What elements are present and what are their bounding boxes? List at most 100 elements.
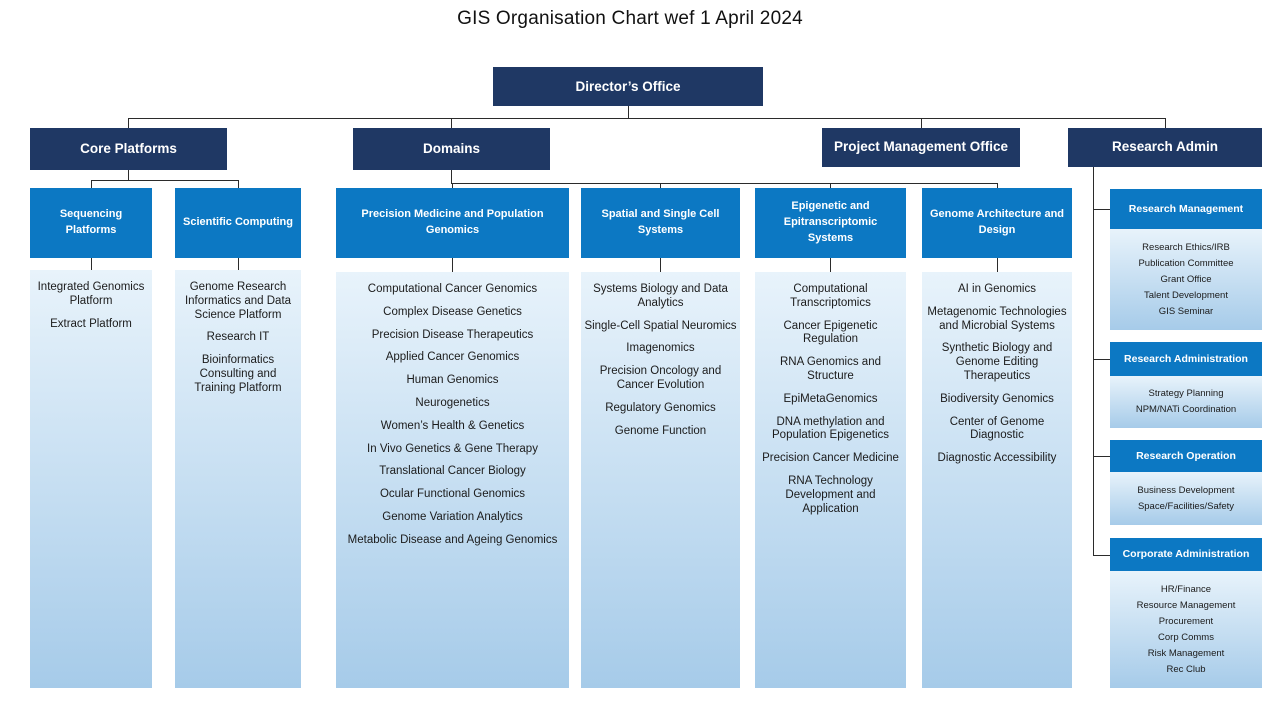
section-body-research-operation: Business Development Space/Facilities/Saf… — [1110, 472, 1262, 525]
column-body-sequencing-platforms: Integrated Genomics Platform Extract Plat… — [30, 270, 152, 688]
connector-line — [238, 180, 239, 188]
column-header-scientific-computing: Scientific Computing — [175, 188, 301, 258]
connector-line — [830, 183, 831, 188]
list-item: Center of Genome Diagnostic — [949, 415, 1045, 442]
connector-line — [238, 258, 239, 270]
list-item: Strategy Planning — [1148, 388, 1224, 399]
list-item: In Vivo Genetics & Gene Therapy — [367, 442, 538, 455]
list-item: DNA methylation and Population Epigeneti… — [772, 415, 889, 442]
connector-line — [451, 183, 997, 184]
list-item: Precision Oncology and Cancer Evolution — [599, 365, 722, 391]
connector-line — [660, 183, 661, 188]
node-project-management-office: Project Management Office — [822, 128, 1020, 167]
node-domains: Domains — [353, 128, 550, 170]
connector-line — [830, 258, 831, 272]
connector-line — [660, 258, 661, 272]
list-item: Rec Club — [1166, 663, 1206, 675]
list-item: Single-Cell Spatial Neuromics — [584, 319, 737, 332]
list-item: Corp Comms — [1158, 631, 1214, 643]
connector-line — [997, 258, 998, 272]
section-header-corporate-administration: Corporate Administration — [1110, 538, 1262, 571]
connector-line — [1093, 359, 1110, 360]
connector-line — [128, 118, 129, 128]
column-header-sequencing-platforms: Sequencing Platforms — [30, 188, 152, 258]
column-header-epigenetic-epitranscriptomic-systems: Epigenetic and Epitranscriptomic Systems — [755, 188, 906, 258]
list-item: Risk Management — [1147, 647, 1225, 659]
connector-line — [1093, 456, 1110, 457]
list-item: HR/Finance — [1160, 583, 1212, 595]
column-header-precision-medicine-population-genomics: Precision Medicine and Population Genomi… — [336, 188, 569, 258]
list-item: Precision Disease Therapeutics — [371, 328, 534, 341]
list-item: Regulatory Genomics — [605, 401, 716, 414]
list-item: Integrated Genomics Platform — [37, 281, 145, 307]
connector-line — [91, 180, 92, 188]
list-item: Precision Cancer Medicine — [762, 452, 899, 465]
list-item: Bioinformatics Consulting and Training P… — [194, 354, 282, 394]
list-item: Biodiversity Genomics — [940, 392, 1054, 405]
list-item: Space/Facilities/Safety — [1137, 500, 1235, 512]
list-item: Synthetic Biology and Genome Editing The… — [941, 342, 1053, 382]
section-body-research-management: Research Ethics/IRB Publication Committee… — [1110, 229, 1262, 330]
list-item: Ocular Functional Genomics — [379, 488, 526, 501]
section-body-research-administration: Strategy Planning NPM/NATi Coordination — [1110, 376, 1262, 428]
section-body-corporate-administration: HR/Finance Resource Management Procurement… — [1110, 571, 1262, 688]
list-item: Computational Transcriptomics — [790, 283, 871, 309]
node-core-platforms: Core Platforms — [30, 128, 227, 170]
list-item: Publication Committee — [1138, 257, 1234, 269]
list-item: Genome Function — [614, 424, 707, 437]
list-item: Talent Development — [1144, 289, 1228, 301]
connector-line — [997, 183, 998, 188]
list-item: Genome Variation Analytics — [382, 510, 523, 523]
section-header-research-administration: Research Administration — [1110, 342, 1262, 376]
list-item: Translational Cancer Biology — [379, 465, 526, 478]
connector-line — [452, 183, 453, 188]
connector-line — [451, 118, 452, 128]
list-item: Resource Management — [1136, 599, 1236, 611]
column-header-genome-architecture-design: Genome Architecture and Design — [922, 188, 1072, 258]
list-item: Imagenomics — [626, 342, 695, 355]
list-item: NPM/NATi Coordination — [1135, 404, 1237, 415]
connector-line — [921, 118, 922, 128]
connector-line — [128, 170, 129, 180]
list-item: Research Ethics/IRB — [1142, 241, 1230, 253]
connector-line — [1093, 167, 1094, 555]
list-item: Research IT — [206, 331, 270, 344]
list-item: GIS Seminar — [1158, 305, 1214, 317]
list-item: Diagnostic Accessibility — [937, 452, 1057, 465]
connector-line — [91, 180, 238, 181]
list-item: Neurogenetics — [415, 396, 490, 409]
column-body-scientific-computing: Genome Research Informatics and Data Sci… — [175, 270, 301, 688]
chart-title: GIS Organisation Chart wef 1 April 2024 — [457, 8, 803, 29]
connector-line — [1093, 209, 1110, 210]
list-item: RNA Genomics and Structure — [780, 356, 881, 382]
list-item: Complex Disease Genetics — [383, 305, 522, 318]
connector-line — [1093, 555, 1110, 556]
list-item: Extract Platform — [50, 317, 132, 330]
connector-line — [91, 258, 92, 270]
list-item: Computational Cancer Genomics — [367, 283, 538, 295]
node-research-admin: Research Admin — [1068, 128, 1262, 167]
list-item: Systems Biology and Data Analytics — [593, 283, 728, 309]
column-header-spatial-single-cell-systems: Spatial and Single Cell Systems — [581, 188, 740, 258]
column-body-spatial-single-cell-systems: Systems Biology and Data Analytics Single… — [581, 272, 740, 688]
list-item: Metabolic Disease and Ageing Genomics — [347, 533, 558, 546]
connector-line — [452, 258, 453, 272]
list-item: Grant Office — [1160, 273, 1212, 285]
list-item: Cancer Epigenetic Regulation — [783, 319, 878, 346]
list-item: Human Genomics — [406, 374, 499, 387]
list-item: RNA Technology Development and Applicati… — [785, 474, 876, 515]
connector-line — [1165, 118, 1166, 128]
column-body-epigenetic-epitranscriptomic-systems: Computational Transcriptomics Cancer Epig… — [755, 272, 906, 688]
section-header-research-operation: Research Operation — [1110, 440, 1262, 472]
list-item: Business Development — [1137, 484, 1235, 496]
connector-line — [451, 170, 452, 183]
list-item: Women’s Health & Genetics — [380, 419, 525, 432]
list-item: Procurement — [1158, 615, 1214, 627]
column-body-precision-medicine-population-genomics: Computational Cancer Genomics Complex Dis… — [336, 272, 569, 688]
list-item: Metagenomic Technologies and Microbial S… — [927, 305, 1067, 332]
list-item: EpiMetaGenomics — [783, 392, 878, 405]
node-directors-office: Director’s Office — [493, 67, 763, 106]
list-item: Genome Research Informatics and Data Sci… — [184, 281, 292, 321]
section-header-research-management: Research Management — [1110, 189, 1262, 229]
